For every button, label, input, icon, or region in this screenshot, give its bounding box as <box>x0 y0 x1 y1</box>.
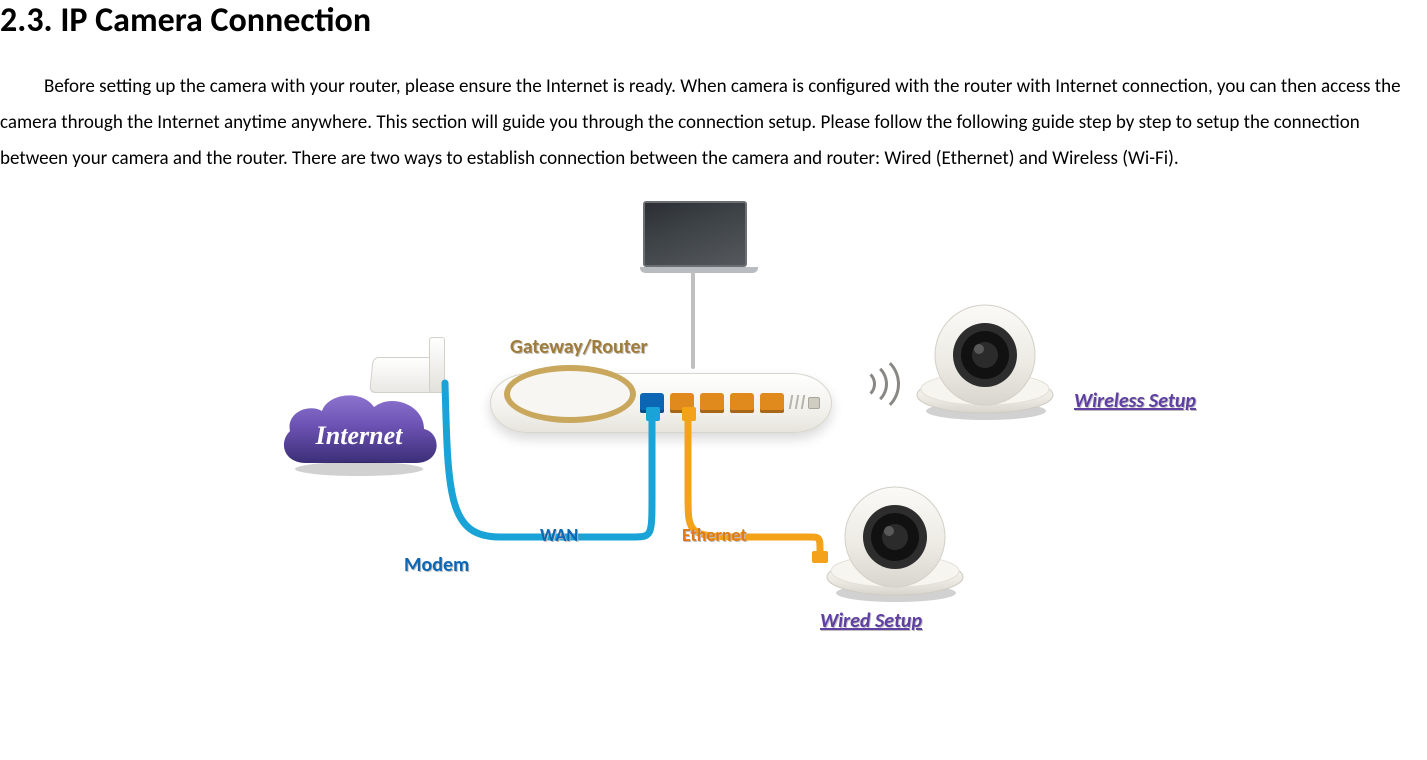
wired-setup-label: Wired Setup Wired Setup <box>820 609 922 633</box>
document-page: 2.3. IP Camera Connection Before setting… <box>0 0 1427 760</box>
router-ports <box>640 393 784 413</box>
section-heading: 2.3. IP Camera Connection <box>0 0 1427 41</box>
connection-diagram: Gateway/Router Gateway/Router <box>0 195 1427 635</box>
ip-camera-wired-icon <box>810 477 980 607</box>
modem-icon <box>371 333 447 393</box>
ethernet-label: Ethernet Ethernet <box>682 524 747 546</box>
modem-label: Modem Modem <box>404 553 469 577</box>
router-port-lan <box>700 393 724 413</box>
internet-cloud-icon: Internet <box>274 385 444 473</box>
router-icon <box>490 365 830 435</box>
wan-label: WAN WAN <box>540 524 578 546</box>
ip-camera-wireless-icon <box>900 295 1070 425</box>
wireless-setup-label: Wireless Setup Wireless Setup <box>1074 389 1196 413</box>
section-body: Before setting up the camera with your r… <box>0 69 1427 177</box>
router-port-lan <box>670 393 694 413</box>
gateway-router-label: Gateway/Router Gateway/Router <box>510 335 648 359</box>
laptop-icon <box>640 201 750 273</box>
router-port-lan <box>730 393 754 413</box>
router-port-lan <box>760 393 784 413</box>
router-port-wan <box>640 393 664 413</box>
internet-label: Internet <box>274 421 444 451</box>
